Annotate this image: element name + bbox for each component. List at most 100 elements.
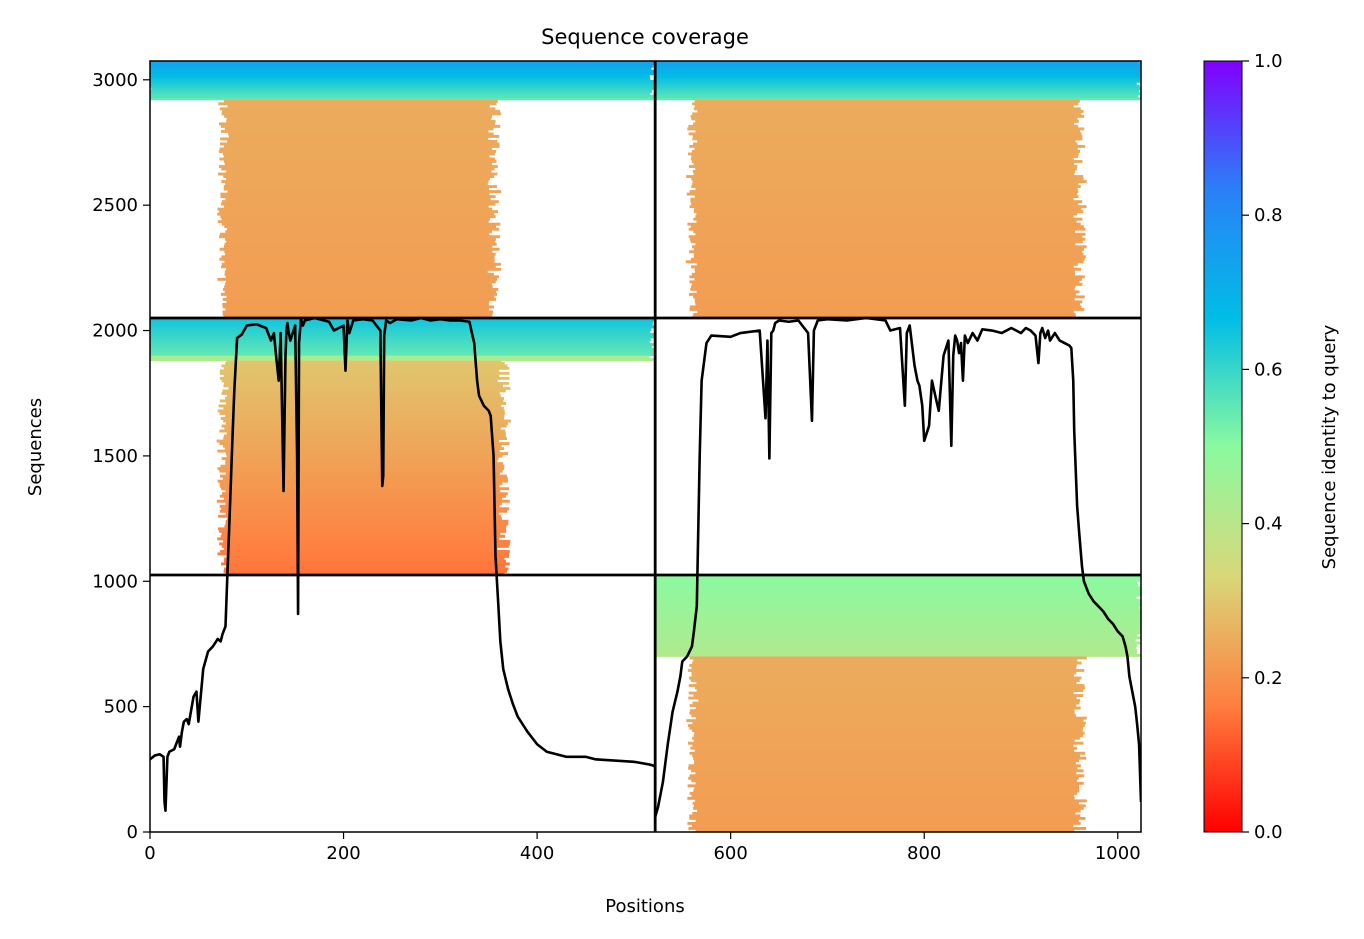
msa-row — [690, 197, 1074, 201]
msa-row — [226, 300, 490, 304]
msa-row — [695, 686, 1086, 690]
msa-row — [691, 794, 1075, 798]
msa-row — [221, 167, 495, 171]
msa-row — [655, 67, 1141, 71]
msa-row — [219, 509, 508, 513]
msa-row — [695, 215, 1074, 219]
msa-row — [690, 114, 1085, 118]
msa-block — [655, 575, 1141, 832]
msa-row — [228, 386, 511, 390]
msa-row — [225, 502, 502, 506]
msa-row — [221, 424, 507, 428]
msa-row — [695, 771, 1077, 775]
msa-row — [222, 305, 494, 309]
y-tick-label: 2500 — [92, 195, 138, 216]
msa-row — [220, 124, 501, 128]
msa-row — [655, 97, 1141, 101]
msa-row — [655, 69, 1141, 73]
msa-block — [655, 61, 1141, 319]
msa-block — [150, 318, 656, 576]
msa-row — [694, 277, 1082, 281]
msa-row — [689, 711, 1075, 715]
msa-row — [221, 562, 510, 566]
msa-row — [691, 671, 1077, 675]
msa-row — [150, 330, 651, 334]
msa-row — [688, 776, 1079, 780]
msa-row — [222, 152, 495, 156]
msa-row — [150, 353, 655, 357]
msa-row — [216, 439, 499, 443]
msa-row — [219, 232, 490, 236]
msa-row — [219, 376, 510, 380]
msa-row — [692, 701, 1080, 705]
y-tick-label: 2000 — [92, 321, 138, 342]
msa-row — [655, 77, 1141, 81]
msa-row — [150, 67, 652, 71]
msa-row — [690, 157, 1074, 161]
msa-row — [220, 534, 506, 538]
colorbar-axis: 0.0 0.2 0.4 0.6 0.8 1.0 — [1242, 51, 1283, 843]
msa-row — [655, 583, 1139, 587]
msa-row — [693, 217, 1083, 221]
colorbar-tick-label: 0.8 — [1254, 205, 1283, 226]
msa-row — [225, 489, 501, 493]
msa-row — [692, 744, 1074, 748]
msa-row — [655, 608, 1141, 612]
msa-row — [689, 165, 1078, 168]
msa-row — [224, 162, 493, 166]
msa-row — [689, 814, 1081, 818]
msa-row — [695, 187, 1078, 191]
msa-row — [696, 681, 1077, 685]
msa-row — [226, 119, 496, 123]
msa-row — [689, 145, 1086, 148]
msa-row — [222, 312, 493, 316]
msa-row — [655, 611, 1141, 615]
msa-row — [223, 187, 489, 191]
msa-row — [694, 297, 1075, 301]
msa-row — [693, 694, 1084, 698]
msa-row — [692, 754, 1081, 758]
msa-row — [689, 280, 1080, 284]
msa-row — [223, 407, 504, 410]
msa-row — [689, 791, 1078, 795]
msa-row — [223, 497, 503, 501]
msa-row — [694, 207, 1082, 211]
x-axis: 0 200 400 600 800 1000 — [144, 832, 1141, 864]
msa-row — [219, 147, 493, 151]
msa-row — [655, 633, 1138, 637]
msa-row — [226, 295, 495, 299]
msa-row — [225, 307, 489, 311]
msa-row — [692, 134, 1083, 138]
msa-row — [222, 310, 494, 314]
msa-row — [223, 160, 497, 163]
msa-row — [150, 348, 656, 351]
msa-row — [223, 366, 510, 370]
msa-row — [695, 232, 1086, 236]
msa-row — [689, 704, 1077, 708]
colorbar-tick-label: 0.0 — [1254, 822, 1283, 843]
msa-row — [225, 452, 509, 456]
msa-row — [686, 175, 1084, 178]
msa-row — [690, 200, 1083, 204]
msa-row — [693, 210, 1084, 214]
msa-row — [694, 147, 1078, 151]
msa-row — [218, 404, 502, 408]
msa-row — [694, 104, 1074, 108]
x-tick-label: 600 — [713, 843, 747, 864]
msa-row — [695, 119, 1079, 123]
msa-row — [689, 726, 1084, 730]
msa-row — [217, 277, 498, 281]
msa-row — [225, 462, 504, 466]
msa-row — [218, 102, 497, 106]
msa-row — [690, 746, 1078, 750]
msa-row — [691, 285, 1076, 289]
msa-row — [694, 300, 1083, 304]
msa-row — [220, 549, 510, 553]
msa-row — [691, 150, 1081, 153]
msa-row — [689, 307, 1085, 311]
msa-row — [655, 623, 1141, 627]
msa-row — [693, 789, 1080, 793]
msa-row — [221, 255, 495, 259]
msa-row — [687, 724, 1085, 728]
